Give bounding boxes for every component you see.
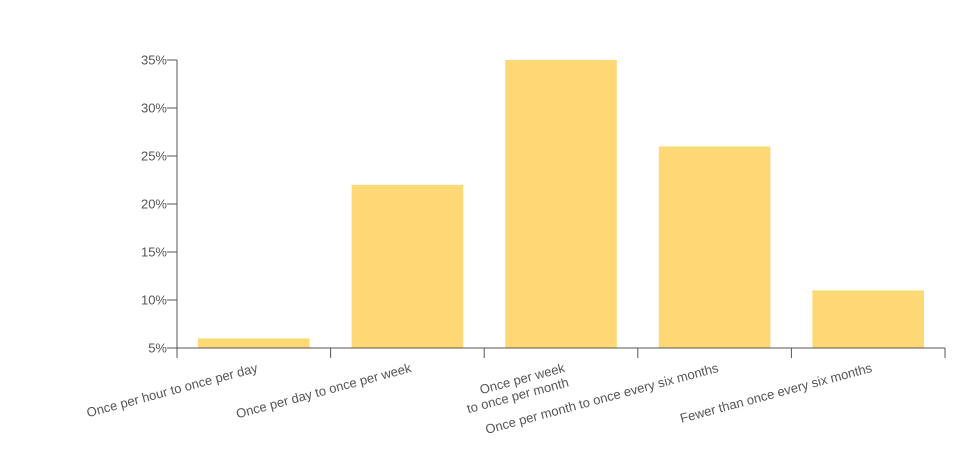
y-tick-label-3: 20% xyxy=(141,197,167,212)
y-axis: 5% 10% 15% 20% 25% 30% 35% xyxy=(141,53,178,356)
x-tick-label-1: Once per day to once per week xyxy=(234,360,413,421)
y-tick-label-6: 35% xyxy=(141,53,167,68)
bar-3 xyxy=(658,146,771,348)
bar-0 xyxy=(198,338,310,348)
svg-text:Once per hour to once per day: Once per hour to once per day xyxy=(85,360,260,420)
y-tick-label-5: 30% xyxy=(141,101,167,116)
y-tick-label-4: 25% xyxy=(141,149,167,164)
bars-group xyxy=(198,60,924,348)
x-tick-label-0: Once per hour to once per day xyxy=(85,360,260,420)
bar-4 xyxy=(812,290,924,348)
y-tick-label-1: 10% xyxy=(141,293,167,308)
bar-1 xyxy=(351,184,464,348)
bar-2 xyxy=(505,60,617,348)
svg-text:Once per day to once per week: Once per day to once per week xyxy=(234,360,413,421)
y-tick-label-0: 5% xyxy=(148,341,167,356)
y-tick-label-2: 15% xyxy=(141,245,167,260)
